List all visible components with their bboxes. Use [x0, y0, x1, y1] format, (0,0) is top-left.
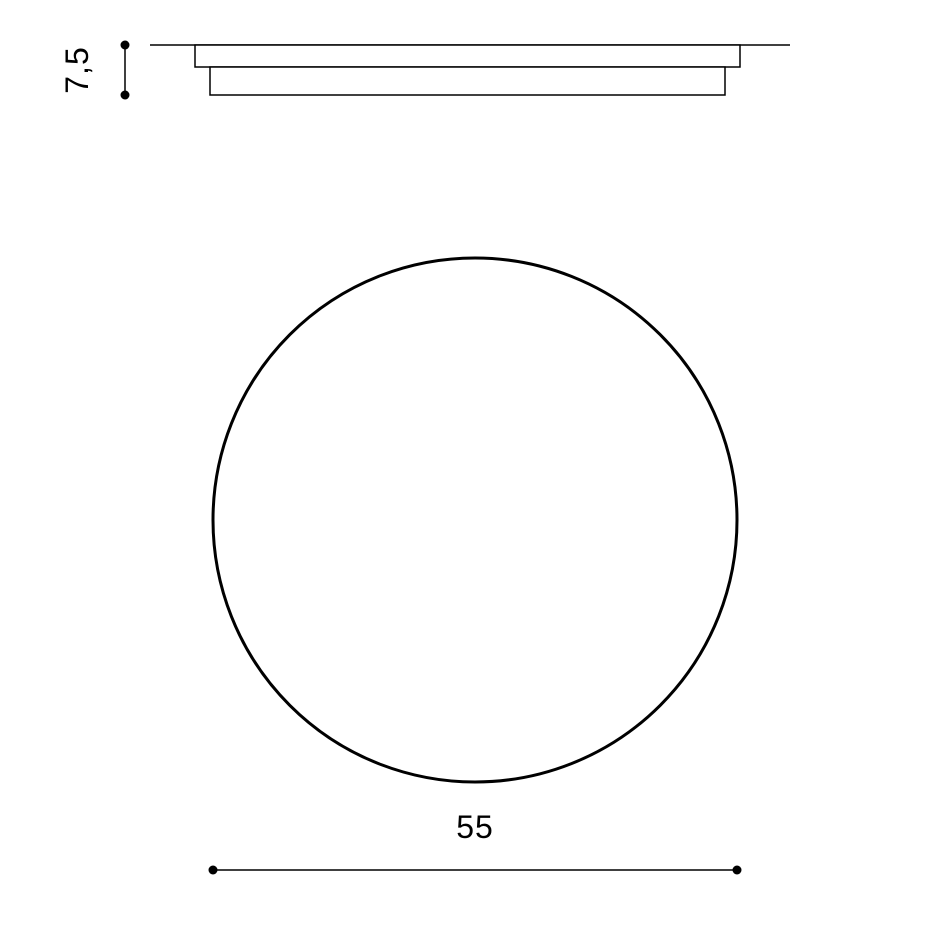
- width-dim-marker-left: [209, 866, 218, 875]
- height-dim-marker-bot: [121, 91, 130, 100]
- side-inner-rect: [210, 67, 725, 95]
- height-dim-marker-top: [121, 41, 130, 50]
- width-dim-label: 55: [456, 809, 494, 845]
- height-dim-label: 7,5: [59, 46, 95, 93]
- side-outer-rect: [195, 45, 740, 67]
- width-dim-marker-right: [733, 866, 742, 875]
- plan-circle: [213, 258, 737, 782]
